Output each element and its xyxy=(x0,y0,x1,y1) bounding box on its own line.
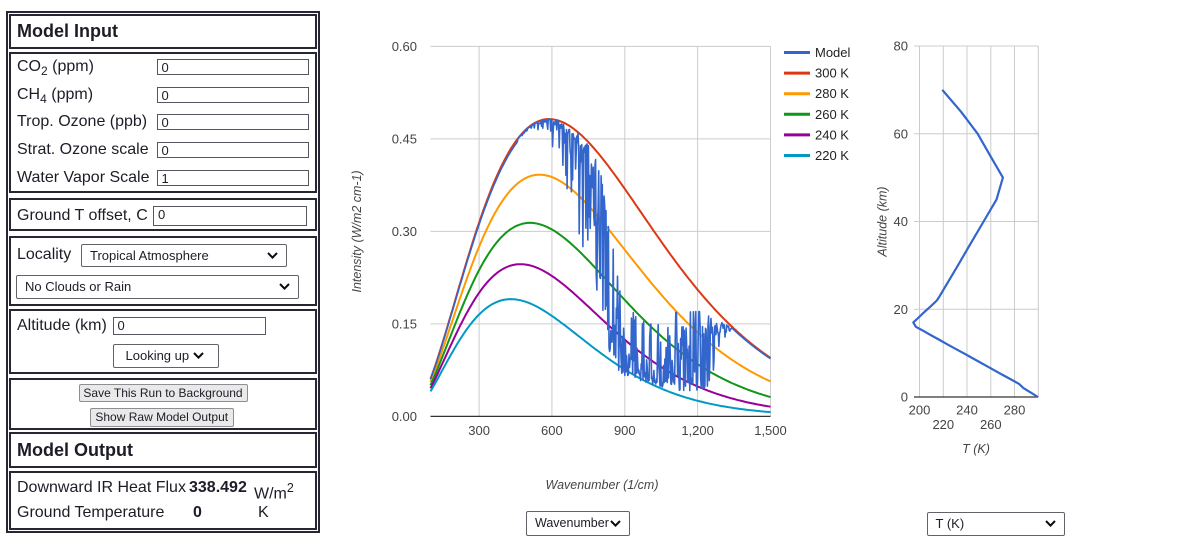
svg-text:1,200: 1,200 xyxy=(681,423,714,438)
svg-text:240: 240 xyxy=(956,403,978,418)
svg-text:20: 20 xyxy=(894,302,908,317)
svg-text:40: 40 xyxy=(894,214,908,229)
svg-text:0.60: 0.60 xyxy=(392,39,417,54)
svg-text:220: 220 xyxy=(932,417,954,432)
svg-text:260 K: 260 K xyxy=(815,107,849,122)
svg-text:0: 0 xyxy=(901,390,908,405)
svg-text:260: 260 xyxy=(980,417,1002,432)
svg-text:Model: Model xyxy=(815,45,851,60)
svg-text:200: 200 xyxy=(909,403,931,418)
svg-text:Intensity (W/m2 cm-1): Intensity (W/m2 cm-1) xyxy=(350,170,364,292)
svg-text:0.45: 0.45 xyxy=(392,131,417,146)
svg-text:280: 280 xyxy=(1004,403,1026,418)
svg-text:0.15: 0.15 xyxy=(392,316,417,331)
svg-text:300: 300 xyxy=(468,423,490,438)
svg-text:600: 600 xyxy=(541,423,563,438)
svg-text:Altitude (km): Altitude (km) xyxy=(876,186,890,257)
svg-text:0.00: 0.00 xyxy=(392,409,417,424)
svg-text:0.30: 0.30 xyxy=(392,224,417,239)
svg-text:300 K: 300 K xyxy=(815,66,849,81)
svg-text:280 K: 280 K xyxy=(815,86,849,101)
svg-text:80: 80 xyxy=(894,39,908,54)
svg-text:240 K: 240 K xyxy=(815,127,849,142)
svg-text:220 K: 220 K xyxy=(815,148,849,163)
svg-text:T (K): T (K) xyxy=(962,442,990,456)
svg-text:Wavenumber (1/cm): Wavenumber (1/cm) xyxy=(546,478,659,492)
svg-text:1,500: 1,500 xyxy=(754,423,787,438)
svg-text:900: 900 xyxy=(614,423,636,438)
svg-text:60: 60 xyxy=(894,126,908,141)
